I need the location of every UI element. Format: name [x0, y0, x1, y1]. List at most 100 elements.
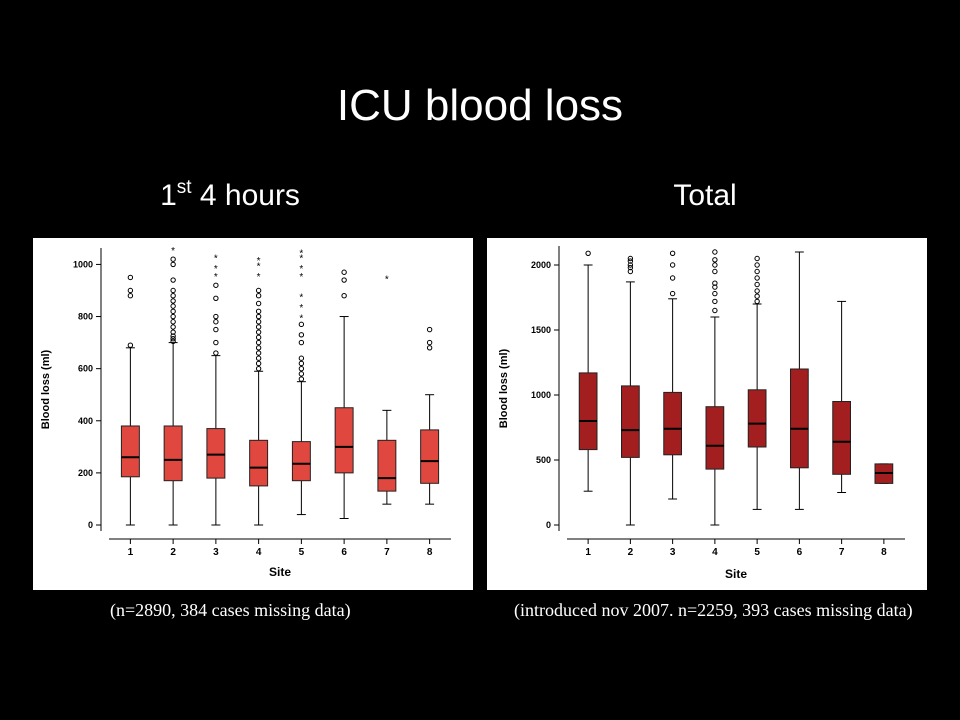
outlier-point [669, 290, 676, 297]
outlier-point [170, 329, 176, 335]
outlier-point [255, 329, 262, 335]
x-tick-label: 8 [427, 547, 433, 558]
outlier-point [127, 274, 134, 281]
extreme-point: * [171, 246, 175, 257]
outlier-point [426, 339, 433, 346]
outlier-point [255, 345, 262, 351]
x-tick-label: 7 [839, 547, 845, 558]
right-chart-panel: 0 500 1000 1500 2000 Blood loss (ml) Site 1 2 3 4 5… [487, 238, 927, 590]
outlier-point [585, 250, 591, 257]
extreme-point: * [385, 274, 389, 285]
extreme-point: * [214, 254, 218, 265]
outlier-point [213, 319, 219, 325]
box-iqr [163, 425, 183, 482]
outlier-point [170, 287, 176, 294]
extreme-point: * [299, 293, 303, 304]
outlier-point [170, 338, 176, 344]
outlier-point [341, 269, 347, 275]
extreme-point: * [257, 272, 261, 283]
outlier-point [255, 355, 262, 361]
x-tick-label: 2 [170, 547, 176, 558]
outlier-point [298, 376, 305, 382]
slide-title: ICU blood loss [336, 81, 624, 130]
outlier-point [170, 298, 176, 304]
box-iqr [621, 385, 640, 458]
outlier-point [255, 319, 262, 325]
x-tick-label: 2 [628, 547, 634, 558]
x-tick-label: 8 [881, 547, 887, 558]
outlier-point [127, 292, 134, 299]
outlier-point [255, 324, 262, 330]
box-iqr [705, 406, 725, 470]
left-boxplot-chart: 0 200 400 600 800 1000 Blood loss (ml) Site 1 2 * 3… [40, 246, 451, 579]
outlier-point [669, 262, 676, 268]
extreme-point: * [299, 254, 303, 265]
outlier-point [170, 261, 176, 268]
outlier-point [298, 365, 305, 372]
x-tick-label: 4 [712, 547, 718, 558]
outlier-point [712, 284, 718, 290]
outlier-point [341, 292, 347, 299]
x-tick-label: 4 [256, 547, 262, 558]
outlier-point [754, 255, 760, 262]
left-chart-panel: 0 200 400 600 800 1000 Blood loss (ml) Site 1 2 * 3… [33, 238, 473, 590]
outlier-point [627, 268, 634, 275]
outlier-point [298, 321, 305, 328]
outlier-point [426, 345, 433, 351]
y-axis-label: Blood loss (ml) [498, 348, 510, 428]
outlier-point [255, 313, 262, 320]
outlier-point [170, 292, 176, 299]
outlier-point [627, 264, 634, 271]
outlier-point [298, 332, 305, 338]
right-boxplot-chart: 0 500 1000 1500 2000 Blood loss (ml) Site 1 2 3 4 5… [498, 246, 905, 581]
outlier-point [754, 293, 760, 299]
extreme-point: * [299, 248, 303, 259]
x-tick-label: 3 [670, 547, 676, 558]
x-tick-label: 6 [797, 547, 803, 558]
outlier-point [298, 339, 305, 346]
outlier-point [213, 350, 219, 356]
outlier-point [669, 250, 676, 257]
right-chart-caption: (introduced nov 2007. n=2259, 393 cases … [514, 600, 913, 620]
outlier-point [754, 262, 760, 268]
outlier-point [127, 342, 134, 348]
outlier-point [255, 300, 262, 307]
outlier-point [712, 280, 718, 286]
outlier-point [712, 307, 718, 314]
outlier-point [255, 350, 262, 356]
box-iqr [790, 368, 809, 469]
y-axis-label: Blood loss (ml) [40, 349, 52, 429]
outlier-point [712, 290, 718, 297]
box-iqr [663, 391, 682, 456]
y-tick-label: 200 [78, 468, 93, 478]
outlier-point [127, 287, 134, 294]
x-tick-label: 6 [341, 547, 347, 558]
outlier-point [170, 256, 176, 262]
y-tick-label: 1000 [73, 259, 93, 269]
outlier-point [170, 303, 176, 309]
extreme-point: * [214, 272, 218, 283]
left-chart-subtitle: 1st 4 hours [120, 177, 340, 215]
extreme-point: * [299, 314, 303, 325]
outlier-point [627, 255, 634, 262]
outlier-point [255, 292, 262, 299]
outlier-point [170, 324, 176, 330]
extreme-point: * [299, 264, 303, 275]
y-tick-label: 400 [78, 416, 93, 426]
y-tick-label: 1000 [531, 390, 551, 400]
box-iqr [291, 441, 311, 482]
x-tick-label: 7 [384, 547, 390, 558]
y-tick-label: 2000 [531, 260, 551, 270]
x-tick-label: 5 [299, 547, 305, 558]
outlier-point [170, 335, 176, 342]
outlier-point [213, 313, 219, 320]
box-iqr [334, 407, 354, 474]
y-tick-label: 1500 [531, 325, 551, 335]
outlier-point [341, 277, 347, 283]
left-chart-caption: (n=2890, 384 cases missing data) [110, 600, 351, 620]
outlier-point [754, 281, 760, 288]
outlier-point [298, 371, 305, 377]
x-axis-label: Site [269, 565, 291, 579]
y-tick-label: 0 [88, 520, 93, 530]
extreme-point: * [299, 272, 303, 283]
